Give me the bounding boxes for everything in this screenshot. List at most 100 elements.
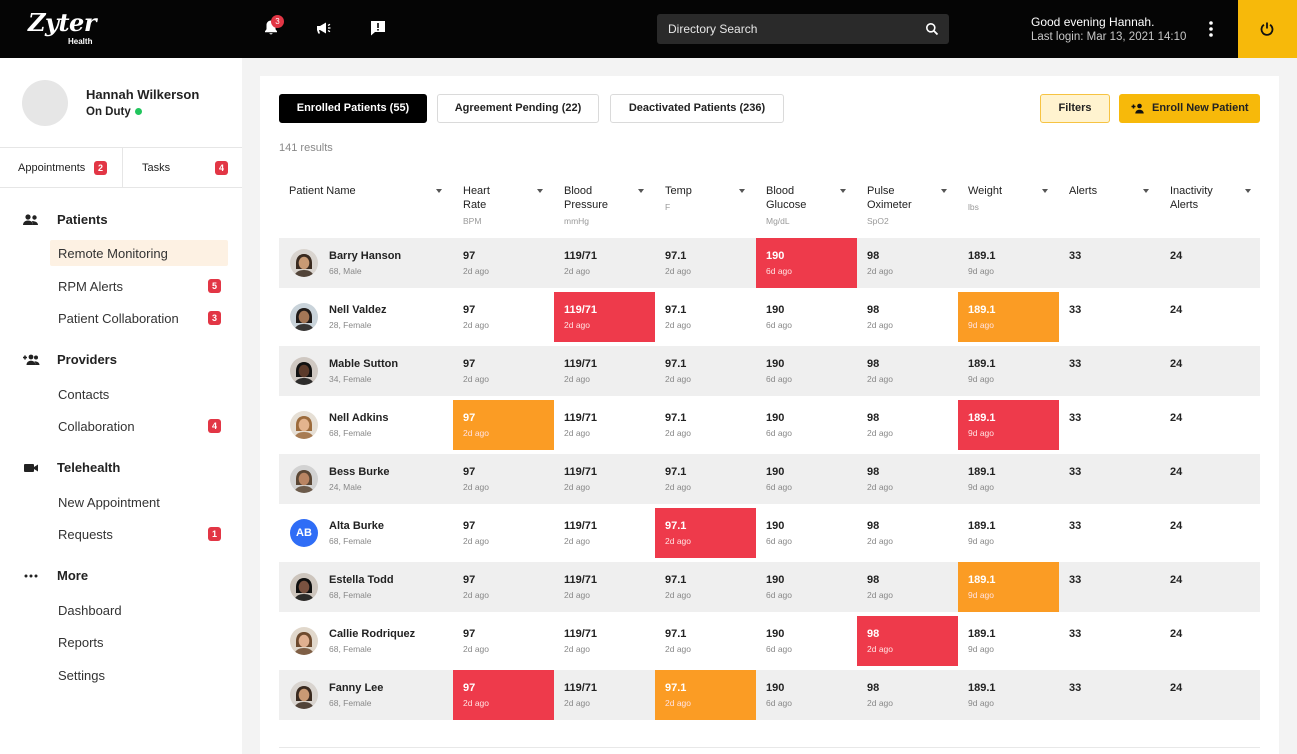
alerts-cell: 33	[1059, 508, 1160, 558]
appointments-badge: 2	[94, 161, 107, 175]
patient-name-cell[interactable]: Callie Rodriquez 68, Female	[279, 616, 453, 666]
patient-name-cell[interactable]: Barry Hanson 68, Male	[279, 238, 453, 288]
column-header-pulse-oximeter[interactable]: Pulse Oximeter SpO2	[867, 184, 912, 228]
patient-avatar	[290, 627, 318, 655]
reading-age: 2d ago	[564, 266, 590, 276]
sidebar-item-label: Reports	[58, 635, 104, 650]
column-header-alerts[interactable]: Alerts	[1069, 184, 1097, 198]
alerts-cell: 33	[1059, 670, 1160, 720]
filters-button[interactable]: Filters	[1040, 94, 1110, 123]
patient-name-cell[interactable]: Nell Valdez 28, Female	[279, 292, 453, 342]
sidebar-item-collaboration[interactable]: Collaboration 4	[50, 413, 228, 439]
search-icon[interactable]	[925, 22, 939, 36]
patient-name-cell[interactable]: Fanny Lee 68, Female	[279, 670, 453, 720]
tab-tasks[interactable]: Tasks 4	[142, 161, 230, 175]
table-row[interactable]: Barry Hanson 68, Male 97 2d ago 119/71 2d ago…	[279, 238, 1260, 288]
pulse-oximeter-cell: 98 2d ago	[857, 670, 958, 720]
patient-name[interactable]: Alta Burke	[329, 520, 385, 532]
column-header-patient-name[interactable]: Patient Name	[289, 184, 356, 198]
inactivity-alerts-value: 24	[1170, 304, 1183, 316]
greeting-text: Good evening Hannah.	[1031, 15, 1155, 29]
pulse-oximeter-cell: 98 2d ago	[857, 346, 958, 396]
tab-agreement-pending[interactable]: Agreement Pending (22)	[437, 94, 599, 123]
kebab-menu-icon[interactable]	[1204, 19, 1218, 39]
patient-name-cell[interactable]: Estella Todd 68, Female	[279, 562, 453, 612]
patient-name-cell[interactable]: AB Alta Burke 68, Female	[279, 508, 453, 558]
sidebar-item-dashboard[interactable]: Dashboard	[50, 597, 228, 623]
patient-name[interactable]: Nell Adkins	[329, 412, 389, 424]
temp-value: 97.1	[665, 628, 687, 640]
sidebar-item-rpm-alerts[interactable]: RPM Alerts 5	[50, 273, 228, 299]
patient-name-cell[interactable]: Mable Sutton 34, Female	[279, 346, 453, 396]
megaphone-icon[interactable]	[314, 18, 334, 38]
chevron-down-icon	[1042, 189, 1048, 193]
patient-name[interactable]: Bess Burke	[329, 466, 390, 478]
temp-value: 97.1	[665, 358, 687, 370]
user-status: On Duty	[86, 106, 142, 118]
patient-name[interactable]: Callie Rodriquez	[329, 628, 416, 640]
weight-cell: 189.1 9d ago	[958, 400, 1059, 450]
temp-value: 97.1	[665, 574, 687, 586]
reading-age: 9d ago	[968, 698, 994, 708]
pulse-oximeter-value: 98	[867, 466, 880, 478]
patient-name[interactable]: Barry Hanson	[329, 250, 402, 262]
enroll-new-patient-button[interactable]: Enroll New Patient	[1119, 94, 1260, 123]
sidebar-item-settings[interactable]: Settings	[50, 662, 228, 688]
tab-deactivated-patients[interactable]: Deactivated Patients (236)	[610, 94, 784, 123]
inactivity-alerts-cell: 24	[1160, 346, 1261, 396]
inactivity-alerts-cell: 24	[1160, 616, 1261, 666]
sidebar-item-contacts[interactable]: Contacts	[50, 381, 228, 407]
column-header-blood-glucose[interactable]: Blood Glucose Mg/dL	[766, 184, 806, 228]
temp-cell: 97.1 2d ago	[655, 400, 756, 450]
patient-name[interactable]: Fanny Lee	[329, 682, 384, 694]
power-button[interactable]	[1238, 0, 1297, 58]
patient-age-gender: 68, Female	[329, 590, 372, 600]
table-row[interactable]: AB Alta Burke 68, Female 97 2d ago 119/71 2d a…	[279, 508, 1260, 558]
column-header-weight[interactable]: Weight lbs	[968, 184, 1002, 214]
sidebar-item-patient-collaboration[interactable]: Patient Collaboration 3	[50, 305, 228, 331]
tab-enrolled-patients[interactable]: Enrolled Patients (55)	[279, 94, 427, 123]
table-row[interactable]: Nell Valdez 28, Female 97 2d ago 119/71 2d ag…	[279, 292, 1260, 342]
sidebar-item-reports[interactable]: Reports	[50, 629, 228, 655]
column-header-temp[interactable]: Temp F	[665, 184, 692, 214]
zyter-health-logo[interactable]: Zyter Health	[28, 11, 96, 47]
alerts-cell: 33	[1059, 400, 1160, 450]
sidebar-item-remote-monitoring[interactable]: Remote Monitoring	[50, 240, 228, 266]
patient-name[interactable]: Mable Sutton	[329, 358, 399, 370]
table-row[interactable]: Bess Burke 24, Male 97 2d ago 119/71 2d ago 97…	[279, 454, 1260, 504]
heart-rate-cell: 97 2d ago	[453, 670, 554, 720]
alerts-value: 33	[1069, 574, 1082, 586]
patient-name-cell[interactable]: Nell Adkins 68, Female	[279, 400, 453, 450]
table-row[interactable]: Fanny Lee 68, Female 97 2d ago 119/71 2d ago 9…	[279, 670, 1260, 720]
table-row[interactable]: Mable Sutton 34, Female 97 2d ago 119/71 2d a…	[279, 346, 1260, 396]
sidebar-item-requests[interactable]: Requests 1	[50, 521, 228, 547]
sidebar-item-new-appointment[interactable]: New Appointment	[50, 489, 228, 515]
announcement-icon[interactable]	[368, 18, 388, 38]
patient-name-cell[interactable]: Bess Burke 24, Male	[279, 454, 453, 504]
patient-name[interactable]: Nell Valdez	[329, 304, 387, 316]
inactivity-alerts-value: 24	[1170, 358, 1183, 370]
sidebar-item-label: Dashboard	[58, 603, 122, 618]
user-avatar[interactable]	[22, 80, 68, 126]
weight-cell: 189.1 9d ago	[958, 454, 1059, 504]
tab-appointments[interactable]: Appointments 2	[18, 161, 107, 175]
table-row[interactable]: Estella Todd 68, Female 97 2d ago 119/71 2d a…	[279, 562, 1260, 612]
alerts-value: 33	[1069, 304, 1082, 316]
directory-search[interactable]	[657, 14, 949, 44]
table-row[interactable]: Callie Rodriquez 68, Female 97 2d ago 119/71…	[279, 616, 1260, 666]
heart-rate-cell: 97 2d ago	[453, 454, 554, 504]
alerts-value: 33	[1069, 466, 1082, 478]
reading-age: 9d ago	[968, 320, 994, 330]
column-header-inactivity-alerts[interactable]: Inactivity Alerts	[1170, 184, 1213, 212]
reading-age: 2d ago	[867, 428, 893, 438]
blood-glucose-value: 190	[766, 358, 785, 370]
table-row[interactable]: Nell Adkins 68, Female 97 2d ago 119/71 2d ag…	[279, 400, 1260, 450]
blood-glucose-value: 190	[766, 250, 785, 262]
patient-name[interactable]: Estella Todd	[329, 574, 394, 586]
pulse-oximeter-cell: 98 2d ago	[857, 238, 958, 288]
directory-search-input[interactable]	[657, 14, 917, 44]
column-unit: Mg/dL	[766, 216, 790, 226]
reading-age: 9d ago	[968, 590, 994, 600]
column-header-heart-rate[interactable]: Heart Rate BPM	[463, 184, 490, 228]
column-header-blood-pressure[interactable]: Blood Pressure mmHg	[564, 184, 608, 228]
